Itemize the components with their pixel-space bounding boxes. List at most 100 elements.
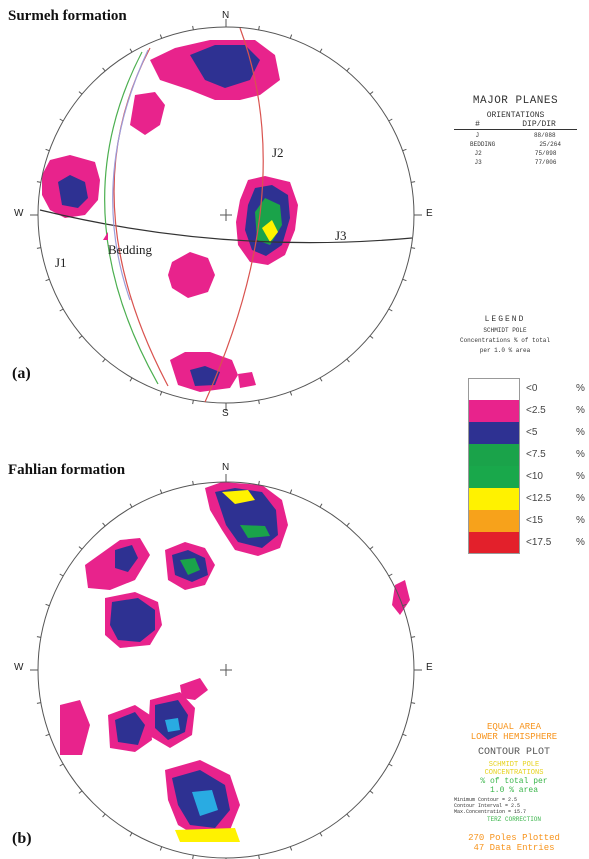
major-plane-value: 75/098 xyxy=(534,150,557,157)
tick-mark xyxy=(289,846,293,851)
tick-mark xyxy=(78,546,83,550)
east-label-a: E xyxy=(426,208,433,219)
legend-subtitle: SCHMIDT POLE xyxy=(483,327,527,334)
blob-b5-blue xyxy=(115,712,145,745)
tick-mark xyxy=(129,48,133,53)
major-plane-value: 25/264 xyxy=(539,141,561,148)
stereonet-a xyxy=(30,19,422,411)
legend-label: <12.5 xyxy=(526,493,552,504)
legend-label: <5 xyxy=(526,427,538,438)
tick-mark xyxy=(258,855,260,859)
legend-line4: per 1.0 % area xyxy=(479,347,531,354)
blob-b3-blue xyxy=(115,545,138,572)
tick-mark xyxy=(102,522,106,527)
info-area: 1.0 % area xyxy=(489,786,538,795)
info-concentrations: CONCENTRATIONS xyxy=(484,769,544,777)
tick-mark xyxy=(258,400,260,405)
blob-b10 xyxy=(392,580,410,615)
plane-label-j1: J1 xyxy=(55,255,67,270)
major-plane-row: J3 77/006 xyxy=(448,159,583,166)
legend-pct: % xyxy=(576,405,585,416)
blob-b9 xyxy=(180,678,208,700)
blob-b8 xyxy=(60,700,90,755)
west-label-b: W xyxy=(14,662,24,673)
stereonet-b xyxy=(30,474,422,859)
tick-mark xyxy=(192,855,194,859)
tick-mark xyxy=(369,790,374,794)
blob-b2-green xyxy=(180,558,200,575)
tick-mark xyxy=(258,25,260,30)
legend-pct: % xyxy=(576,427,585,438)
south-label-a: S xyxy=(222,408,229,419)
tick-mark xyxy=(402,603,407,607)
legend-pct: % xyxy=(576,493,585,504)
north-label-a: N xyxy=(222,10,230,21)
planes-a xyxy=(39,27,413,403)
major-plane-value: 88/088 xyxy=(533,132,556,139)
blob-b6-cyan xyxy=(165,718,180,732)
tick-mark xyxy=(36,181,41,183)
blob-b1-green xyxy=(240,525,270,538)
legend-label: <0 xyxy=(526,383,538,394)
tick-mark xyxy=(159,846,163,851)
tick-mark xyxy=(388,118,393,122)
panel-b-title: Fahlian formation xyxy=(8,462,126,478)
north-label-b: N xyxy=(222,462,230,473)
tick-mark xyxy=(45,278,50,282)
tick-mark xyxy=(102,358,106,363)
tick-mark xyxy=(319,832,323,837)
major-planes-box: MAJOR PLANES ORIENTATIONS # DIP/DIR J 88/… xyxy=(448,95,583,166)
west-label-a: W xyxy=(14,208,24,219)
info-max-conc: Max.Concentration = 15.7 xyxy=(454,809,527,815)
tick-mark xyxy=(78,790,83,794)
info-poles-plotted: 270 Poles Plotted xyxy=(468,833,560,843)
info-contour-plot: CONTOUR PLOT xyxy=(477,747,550,758)
legend-frame xyxy=(468,378,520,554)
tick-mark xyxy=(258,480,260,485)
info-contour-interval: Contour Interval = 2.5 xyxy=(454,803,521,809)
legend-entry: <17.5% xyxy=(468,532,588,554)
tick-mark xyxy=(289,34,293,39)
tick-mark xyxy=(319,377,323,382)
major-planes-subtitle: ORIENTATIONS xyxy=(486,111,545,120)
plane-j3 xyxy=(39,209,413,244)
legend-line3: Concentrations % of total xyxy=(459,337,550,344)
plane-label-j3: J3 xyxy=(335,228,347,243)
panel-b-label: (b) xyxy=(12,830,32,847)
tick-mark xyxy=(411,636,416,638)
legend-pct: % xyxy=(576,471,585,482)
major-plane-name: J xyxy=(475,132,480,139)
plane-bedding xyxy=(112,49,149,301)
bedding-label: Bedding xyxy=(108,242,153,257)
tick-mark xyxy=(411,247,416,249)
tick-mark xyxy=(45,148,50,152)
tick-mark xyxy=(346,522,350,527)
ticks-b xyxy=(30,474,422,859)
tick-mark xyxy=(388,763,393,767)
east-label-b: E xyxy=(426,662,433,673)
legend-pct: % xyxy=(576,537,585,548)
blob-b4-blue xyxy=(110,598,155,642)
plane-j1-green xyxy=(104,51,159,385)
blob-b11 xyxy=(175,828,240,842)
legend-title: LEGEND xyxy=(484,315,526,324)
legend-swatch xyxy=(468,532,520,554)
center-cross-b xyxy=(220,664,232,676)
tick-mark xyxy=(402,148,407,152)
info-lower-hemisphere: LOWER HEMISPHERE xyxy=(470,732,558,742)
tick-mark xyxy=(159,489,163,494)
tick-mark xyxy=(59,573,64,577)
tick-mark xyxy=(36,702,41,704)
legend-label: <2.5 xyxy=(526,405,546,416)
info-schmidt-pole: SCHMIDT POLE xyxy=(488,761,540,769)
major-planes-header: # DIP/DIR xyxy=(454,120,577,130)
tick-mark xyxy=(346,813,350,818)
tick-mark xyxy=(129,503,133,508)
tick-mark xyxy=(36,636,41,638)
legend-entry: <2.5% xyxy=(468,400,588,422)
tick-mark xyxy=(102,67,106,72)
blob-b7-cyan xyxy=(192,790,218,816)
info-terz: TERZ CORRECTION xyxy=(486,816,541,823)
blob-nw-a xyxy=(130,92,165,135)
legend-entry: <12.5% xyxy=(468,488,588,510)
